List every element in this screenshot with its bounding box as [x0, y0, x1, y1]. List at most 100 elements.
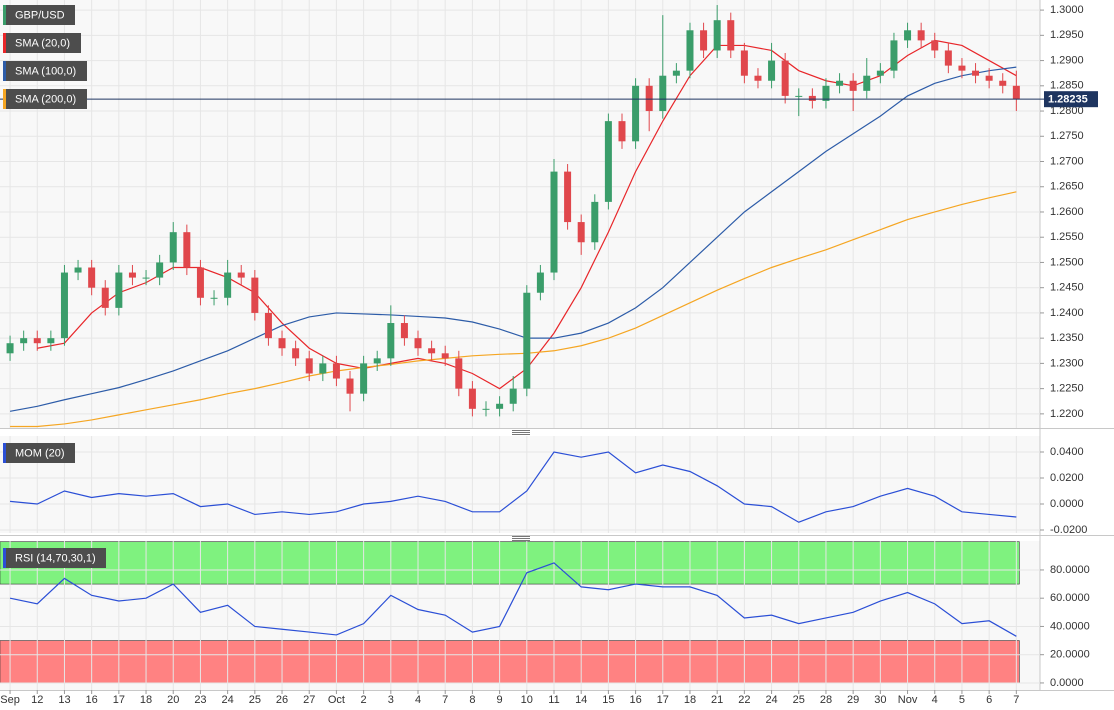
y-tick-label: 1.3000 [1050, 4, 1084, 16]
x-tick-label: 11 [548, 694, 559, 706]
candle-body [917, 30, 925, 41]
x-tick-label: 17 [113, 694, 125, 706]
y-tick-label: 1.2500 [1050, 256, 1084, 268]
candle-body [672, 70, 680, 76]
legend-label: RSI (14,70,30,1) [15, 552, 96, 564]
x-tick-label: 3 [388, 694, 394, 706]
x-tick-label: 27 [303, 694, 315, 706]
candle-body [319, 363, 327, 374]
x-tick-label: 12 [31, 694, 43, 706]
x-tick-label: 9 [497, 694, 503, 706]
sma-line [9, 66, 1017, 412]
candle-body [482, 408, 490, 410]
x-tick-label: 7 [1013, 694, 1019, 706]
candle-body [740, 50, 748, 76]
legend-box [3, 548, 106, 568]
legend-swatch [3, 548, 6, 568]
candle-body [47, 338, 55, 344]
candle-body [550, 171, 558, 273]
candle-body [224, 272, 232, 298]
candle-body [115, 272, 123, 308]
candle-body [808, 95, 816, 101]
x-tick-label: 6 [986, 694, 992, 706]
legend-swatch [3, 89, 6, 109]
candle-body [849, 80, 857, 91]
x-tick-label: 25 [249, 694, 261, 706]
y-tick-label: 1.2900 [1050, 54, 1084, 66]
candle-body [618, 121, 626, 142]
x-tick-label: 4 [932, 694, 938, 706]
rsi-band [0, 640, 1020, 684]
candle-body [931, 40, 939, 51]
candle-body [20, 338, 28, 344]
legend-box [3, 443, 75, 463]
candle-body [360, 363, 368, 394]
x-tick-label: 5 [959, 694, 965, 706]
candle-body [700, 30, 708, 51]
candle-body [564, 171, 572, 223]
candle-body [1012, 85, 1020, 100]
y-tick-label: 1.2400 [1050, 307, 1084, 319]
candle-body [428, 348, 436, 354]
candle-body [836, 80, 844, 86]
candle-body [88, 267, 96, 288]
legend-box [3, 5, 75, 25]
candle-body [999, 80, 1007, 86]
x-tick-label: 2 [361, 694, 367, 706]
candle-body [876, 70, 884, 76]
y-tick-label: 1.2200 [1050, 408, 1084, 420]
legend-label: MOM (20) [15, 447, 65, 459]
candle-body [577, 222, 585, 243]
y-tick-label: 1.2600 [1050, 206, 1084, 218]
splitter-handle[interactable] [512, 430, 530, 435]
candle-body [169, 232, 177, 263]
candle-body [795, 95, 803, 97]
legend-box [3, 89, 87, 109]
candle-body [468, 388, 476, 409]
candle-body [944, 50, 952, 66]
x-tick-label: 14 [575, 694, 587, 706]
legend-label: GBP/USD [15, 9, 65, 21]
y-tick-label: 1.2750 [1050, 130, 1084, 142]
candle-body [292, 348, 300, 359]
legend-swatch [3, 61, 6, 81]
x-tick-label: Nov [898, 694, 918, 706]
y-tick-label: 1.2450 [1050, 282, 1084, 294]
y-tick-label: 1.2550 [1050, 231, 1084, 243]
y-tick-label: 20.0000 [1050, 649, 1090, 661]
splitter-handle[interactable] [512, 536, 530, 541]
candle-body [536, 272, 544, 293]
legend-box [3, 61, 87, 81]
legend-swatch [3, 5, 6, 25]
candle-body [251, 277, 259, 313]
candle-body [645, 85, 653, 112]
candle-body [686, 30, 694, 71]
x-tick-label: 13 [58, 694, 70, 706]
y-tick-label: 80.0000 [1050, 564, 1090, 576]
candle-body [74, 267, 82, 273]
y-tick-label: 1.2350 [1050, 332, 1084, 344]
y-tick-label: 1.2800 [1050, 105, 1084, 117]
legend-swatch [3, 33, 6, 53]
candle-body [972, 70, 980, 76]
x-tick-label: 21 [711, 694, 723, 706]
candle-body [387, 323, 395, 359]
mom-panel [0, 436, 1040, 533]
legend-box [3, 33, 81, 53]
x-tick-label: 4 [415, 694, 421, 706]
candle-body [863, 75, 871, 91]
candle-body [210, 297, 218, 299]
candle-body [659, 75, 667, 112]
candle-body [713, 20, 721, 51]
x-tick-label: 10 [521, 694, 533, 706]
y-tick-label: 0.0400 [1050, 446, 1084, 458]
x-tick-label: 24 [765, 694, 777, 706]
candle-body [455, 358, 463, 389]
x-tick-label: Sep [0, 694, 20, 706]
y-tick-label: 60.0000 [1050, 592, 1090, 604]
x-tick-label: 25 [793, 694, 805, 706]
x-tick-label: 28 [820, 694, 832, 706]
x-tick-label: 18 [140, 694, 152, 706]
legend-label: SMA (100,0) [15, 65, 76, 77]
candle-body [781, 60, 789, 96]
